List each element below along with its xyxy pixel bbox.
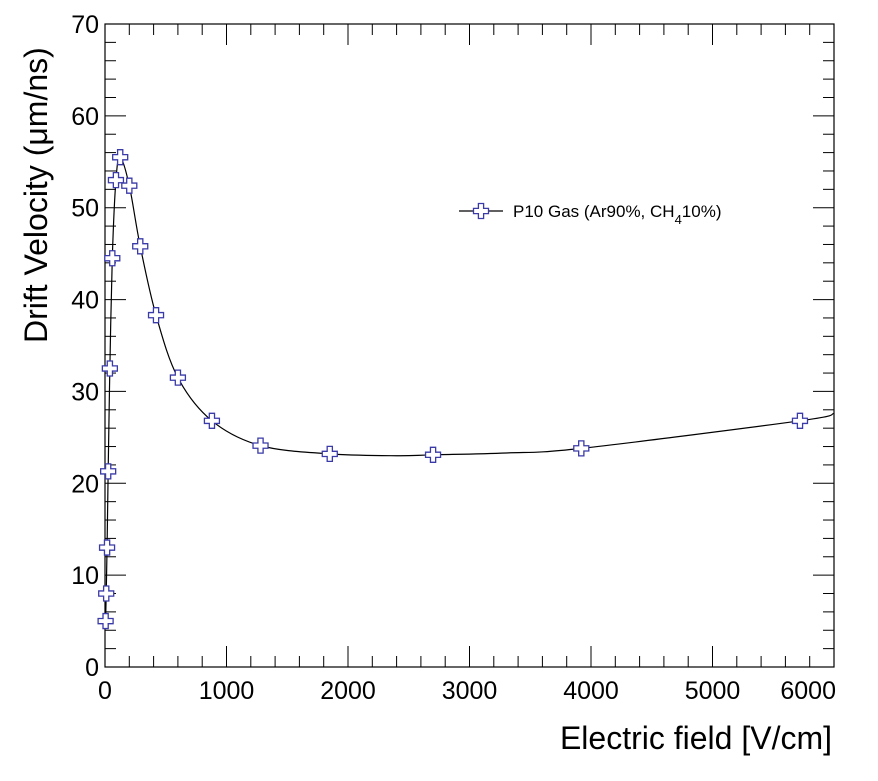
- y-axis-label: Drift Velocity (μm/ns): [18, 47, 54, 343]
- data-point: [573, 440, 590, 457]
- data-point: [121, 177, 138, 194]
- data-point: [98, 539, 116, 556]
- data-point: [791, 412, 809, 429]
- data-point: [169, 369, 187, 386]
- x-tick-label: 0: [98, 677, 112, 705]
- x-axis-label: Electric field [V/cm]: [560, 720, 832, 756]
- x-tick-label: 4000: [563, 677, 619, 705]
- data-point: [107, 172, 125, 189]
- data-point: [101, 360, 119, 377]
- series-line: [105, 156, 835, 622]
- plot-frame: [104, 23, 835, 668]
- y-tick-label: 30: [71, 378, 99, 406]
- data-point: [321, 445, 338, 463]
- y-tick-label: 40: [71, 287, 99, 315]
- x-tick-label: 6000: [780, 677, 836, 705]
- y-tick-label: 10: [71, 562, 99, 590]
- legend-marker: [472, 202, 490, 220]
- data-point: [97, 612, 114, 630]
- data-point: [252, 437, 269, 454]
- data-point: [100, 463, 117, 480]
- data-point: [104, 250, 121, 267]
- data-point: [98, 585, 115, 602]
- y-tick-label: 50: [71, 195, 99, 223]
- data-point: [132, 238, 149, 255]
- data-point: [112, 149, 129, 166]
- x-tick-label: 1000: [199, 677, 255, 705]
- data-point: [203, 412, 221, 429]
- legend-label: P10 Gas (Ar90%, CH410%): [513, 202, 721, 227]
- y-tick-label: 70: [71, 11, 99, 39]
- x-tick-label: 5000: [685, 677, 741, 705]
- data-point: [424, 446, 442, 463]
- y-tick-label: 20: [71, 470, 99, 498]
- y-tick-label: 60: [71, 103, 99, 131]
- data-point: [147, 307, 165, 324]
- y-tick-label: 0: [85, 654, 99, 682]
- x-tick-label: 3000: [442, 677, 498, 705]
- x-tick-label: 2000: [320, 677, 376, 705]
